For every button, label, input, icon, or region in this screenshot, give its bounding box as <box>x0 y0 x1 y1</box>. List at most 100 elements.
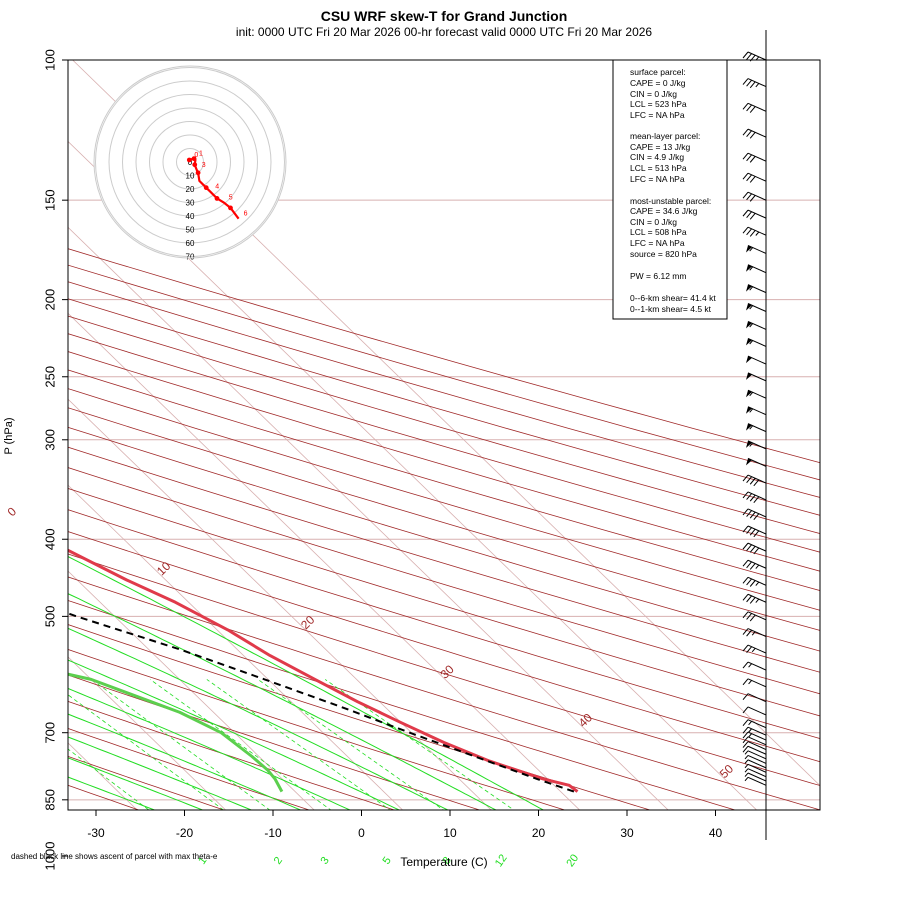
dry-adiabat-line <box>68 351 820 572</box>
wind-barb-full <box>742 226 749 234</box>
wind-barb <box>744 776 767 786</box>
wind-barb-staff <box>747 406 767 416</box>
mixing-ratio-label: 8 <box>441 855 454 867</box>
thermo-grid <box>68 60 820 810</box>
shear-0-6km: 0--6-km shear= 41.4 kt <box>630 293 716 303</box>
y-tick-label: 100 <box>42 49 57 71</box>
wind-barb-staff <box>747 576 767 586</box>
wind-barb-staff <box>747 457 767 467</box>
wind-barb-staff <box>747 372 767 382</box>
wind-barb-full <box>746 104 752 112</box>
wind-barb-half <box>749 391 754 397</box>
wind-barb <box>742 678 767 688</box>
wind-barb-full <box>746 130 752 138</box>
wind-barb <box>742 152 767 163</box>
wind-barb <box>746 372 767 382</box>
wind-barb-full <box>746 193 752 201</box>
wind-barb-full <box>753 496 760 504</box>
wind-barb-full <box>742 745 749 753</box>
wind-barb <box>746 457 767 467</box>
wind-barb-full <box>742 508 749 516</box>
wind-barb-flag <box>746 390 752 398</box>
moist-adiabat-line <box>68 627 450 810</box>
surface-lfc: LFC = NA hPa <box>630 110 685 120</box>
wind-barb-full <box>746 646 752 653</box>
wind-barb-flag <box>746 303 752 311</box>
wind-barb <box>742 491 767 504</box>
wind-barb-full <box>749 477 756 485</box>
x-tick-label: 40 <box>709 826 723 840</box>
x-tick-label: 20 <box>532 826 546 840</box>
dry-adiabat-line <box>68 298 820 516</box>
hodograph-ring <box>108 80 272 244</box>
y-tick-label: 400 <box>42 528 57 550</box>
wind-barb-full <box>742 525 749 533</box>
wind-barb-full <box>746 476 752 483</box>
hodograph-ring <box>176 148 204 176</box>
isotherm-line <box>68 226 669 810</box>
surface-parcel-header: surface parcel: <box>630 67 686 77</box>
mixing-ratio-label: 2 <box>272 855 285 867</box>
dry-adiabat-line <box>68 600 737 810</box>
wind-barb-half <box>749 425 754 430</box>
most-unstable-cin: CIN = 0 J/kg <box>630 217 677 227</box>
hodograph-point <box>186 157 192 163</box>
wind-barb-full <box>749 81 756 89</box>
hodograph-ring-label: 70 <box>186 253 195 262</box>
wind-barb-staff <box>747 226 767 236</box>
wind-barb-half <box>744 763 749 769</box>
wind-barb-full <box>749 494 756 502</box>
wind-barb <box>742 726 767 736</box>
wind-barb-full <box>746 510 752 517</box>
wind-barb-full <box>742 78 749 85</box>
wind-barb <box>742 745 767 755</box>
wind-barb-staff <box>747 389 767 399</box>
wind-barb-full <box>746 174 752 182</box>
wind-barb-staff <box>747 726 767 736</box>
wind-barb-full <box>742 628 749 635</box>
wind-barb-half <box>751 631 756 636</box>
wind-barb <box>746 320 767 330</box>
wind-barb-staff <box>747 731 767 741</box>
dry-adiabat-line <box>68 467 820 695</box>
wind-barb <box>742 226 767 237</box>
dry-adiabat-line <box>68 649 567 810</box>
surface-lcl: LCL = 523 hPa <box>630 99 687 109</box>
dry-adiabat-line <box>68 446 820 673</box>
isotherm-line <box>68 656 227 810</box>
wind-barb-full <box>742 661 749 669</box>
hodograph-point <box>203 185 209 191</box>
parcel-info-border <box>612 59 728 320</box>
wind-barb-staff <box>747 264 767 274</box>
wind-barb-staff <box>747 741 767 751</box>
wind-barb-full <box>742 209 749 217</box>
wind-barb-full <box>742 593 749 601</box>
wind-barb-full <box>749 213 756 220</box>
wind-barb <box>742 128 767 139</box>
wind-barb-staff <box>747 754 767 764</box>
wind-barb <box>742 191 767 202</box>
wind-barb-half <box>751 647 756 653</box>
wind-barb <box>746 284 767 294</box>
y-tick-label: 500 <box>42 606 57 628</box>
dry-adiabat-line <box>68 281 820 498</box>
hodograph-point <box>214 196 220 201</box>
wind-barb-full <box>749 511 756 519</box>
wind-barb <box>742 51 767 62</box>
wind-barb <box>742 102 767 113</box>
dry-adiabat-line <box>68 576 820 810</box>
wind-barb-half <box>744 772 749 777</box>
wind-barb-flag <box>746 321 752 329</box>
wind-barb-staff <box>747 763 767 773</box>
wind-barb-full <box>749 580 756 587</box>
wind-barb-full <box>753 513 760 521</box>
hodograph-height-label: 0 <box>194 152 198 159</box>
wind-barb-full <box>742 731 749 739</box>
wind-barb-flag <box>746 264 752 272</box>
hodograph-point <box>195 170 201 176</box>
wind-barb-half <box>748 728 752 733</box>
wind-barb <box>746 264 767 274</box>
moist-adiabat-line <box>68 593 498 810</box>
dry-adiabat-line <box>68 369 820 591</box>
precipitable-water: PW = 6.12 mm <box>630 271 686 281</box>
